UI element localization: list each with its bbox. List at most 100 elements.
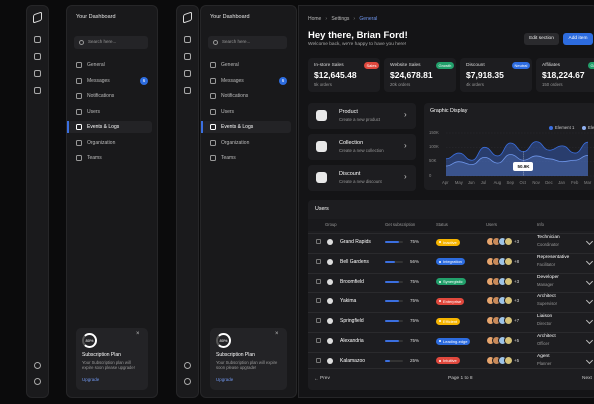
nav-item[interactable]: Teams <box>221 155 236 161</box>
status-dot <box>438 340 441 342</box>
stat-sub: 150 orders <box>542 82 563 87</box>
chevron: › <box>404 110 407 119</box>
row-divider <box>308 332 594 333</box>
plan-upgrade[interactable]: Upgrade <box>82 377 100 382</box>
nav-item[interactable]: Users <box>87 108 101 115</box>
users-extra: +5 <box>514 357 520 363</box>
group-name: Broomfield <box>340 278 364 285</box>
rail-icon[interactable] <box>34 70 41 77</box>
stat-card: Affiliates Growth$18,224.67 150 orders <box>536 58 594 92</box>
row-checkbox[interactable] <box>316 338 321 343</box>
breadcrumb-item[interactable]: Settings <box>331 16 350 22</box>
rail-icon[interactable] <box>34 87 41 94</box>
nav-icon <box>76 155 82 161</box>
y-tick-label: 0 <box>429 172 432 178</box>
subrole: Manager <box>537 281 554 287</box>
nav-badge: 6 <box>140 76 148 85</box>
nav-active-bg <box>68 121 152 133</box>
prev-button[interactable]: Prev <box>320 376 330 381</box>
nav-item[interactable]: Notifications <box>87 93 115 99</box>
row-checkbox[interactable] <box>316 357 321 363</box>
progress-fill <box>385 359 390 362</box>
rail-icon[interactable] <box>184 36 191 43</box>
group-icon <box>327 357 333 364</box>
avatar <box>504 276 513 286</box>
nav-item[interactable]: Messages <box>221 77 244 84</box>
nav-item[interactable]: General <box>221 62 239 68</box>
nav-item[interactable]: Events & Logs <box>87 124 120 130</box>
action-card[interactable]: Collection Create a new collection › <box>308 134 416 160</box>
rail-icon[interactable] <box>184 70 191 77</box>
stat-sub: 4k orders <box>466 82 484 87</box>
rail-icon[interactable] <box>34 36 41 43</box>
row-divider <box>308 292 594 293</box>
avatar <box>504 316 513 326</box>
search-icon <box>79 39 84 45</box>
action-card[interactable]: Product Create a new product › <box>308 103 416 129</box>
breadcrumb-item[interactable]: Home <box>308 16 322 22</box>
nav-active-bar <box>201 121 203 133</box>
stat-label: Affiliates <box>542 63 561 68</box>
search-icon <box>213 39 218 45</box>
status-badge: Inactive <box>436 238 460 246</box>
nav-item[interactable]: Messages <box>87 77 110 84</box>
row-checkbox[interactable] <box>316 239 321 244</box>
tooltip: 50.9K <box>513 161 534 171</box>
nav-icon <box>76 77 82 84</box>
row-checkbox[interactable] <box>316 258 321 264</box>
rail-icon[interactable] <box>184 87 191 94</box>
column-header: Status <box>436 222 448 227</box>
status-badge: Efficient <box>436 317 461 325</box>
stat-value: $12,645.48 <box>314 70 357 80</box>
next-button[interactable]: Next <box>582 376 592 381</box>
rail-icon[interactable] <box>34 378 41 385</box>
status-badge: Intuitive <box>436 357 460 365</box>
nav-item[interactable]: Notifications <box>221 93 249 99</box>
row-checkbox[interactable] <box>316 298 321 304</box>
rail-icon[interactable] <box>34 53 41 60</box>
legend-label: Element 2 <box>588 125 594 130</box>
action-subtitle: Create a new product <box>339 117 381 122</box>
group-icon <box>327 298 333 305</box>
prev-arrow: ← <box>314 375 319 382</box>
add-button[interactable]: Add item <box>563 33 593 45</box>
table-title: Users <box>315 206 329 212</box>
nav-item[interactable]: Users <box>221 108 235 115</box>
row-checkbox[interactable] <box>316 318 321 324</box>
search-box[interactable]: Search here... <box>208 36 287 49</box>
rail-icon[interactable] <box>184 362 191 369</box>
breadcrumb-item[interactable]: General <box>359 16 378 22</box>
search-box[interactable]: Search here... <box>74 36 148 49</box>
nav-item[interactable]: Organization <box>87 139 116 146</box>
graph-title: Graphic Display <box>430 108 468 114</box>
action-card[interactable]: Discount Create a new discount › <box>308 165 416 191</box>
rail-icon[interactable] <box>184 53 191 60</box>
nav-badge: 6 <box>279 76 287 85</box>
page-title: Hey there, Brian Ford! <box>308 30 408 41</box>
table-header-bg <box>308 219 594 231</box>
search-placeholder: Search here... <box>222 39 251 44</box>
plan-upgrade[interactable]: Upgrade <box>216 377 234 382</box>
progress-fill <box>385 241 399 243</box>
x-tick-label: Jul <box>480 180 487 185</box>
group-name: Springfield <box>340 318 364 325</box>
nav-item[interactable]: Events & Logs <box>221 124 254 130</box>
icon-rail <box>26 5 49 398</box>
rail-icon[interactable] <box>184 378 191 385</box>
status-badge: Leading-edge <box>436 337 471 345</box>
plan-card: 80% × Subscription Plan Your Subscription p… <box>76 328 148 390</box>
nav-item[interactable]: Teams <box>87 155 102 161</box>
stat-card: Discount Neutral $7,918.35 4k orders <box>460 58 532 92</box>
progress-label: 75% <box>410 318 420 324</box>
row-checkbox[interactable] <box>316 278 321 284</box>
avatar <box>504 256 513 266</box>
column-header: Get subscription <box>385 222 416 227</box>
rail-icon[interactable] <box>34 362 41 369</box>
edit-button[interactable]: Edit section <box>524 33 559 45</box>
x-tick-label: Jan <box>558 180 565 185</box>
nav-item[interactable]: General <box>87 62 105 68</box>
breadcrumb-sep: › <box>325 15 328 22</box>
nav-item[interactable]: Organization <box>221 139 250 146</box>
x-tick-label: Jun <box>467 180 475 185</box>
action-title: Collection <box>339 140 364 146</box>
